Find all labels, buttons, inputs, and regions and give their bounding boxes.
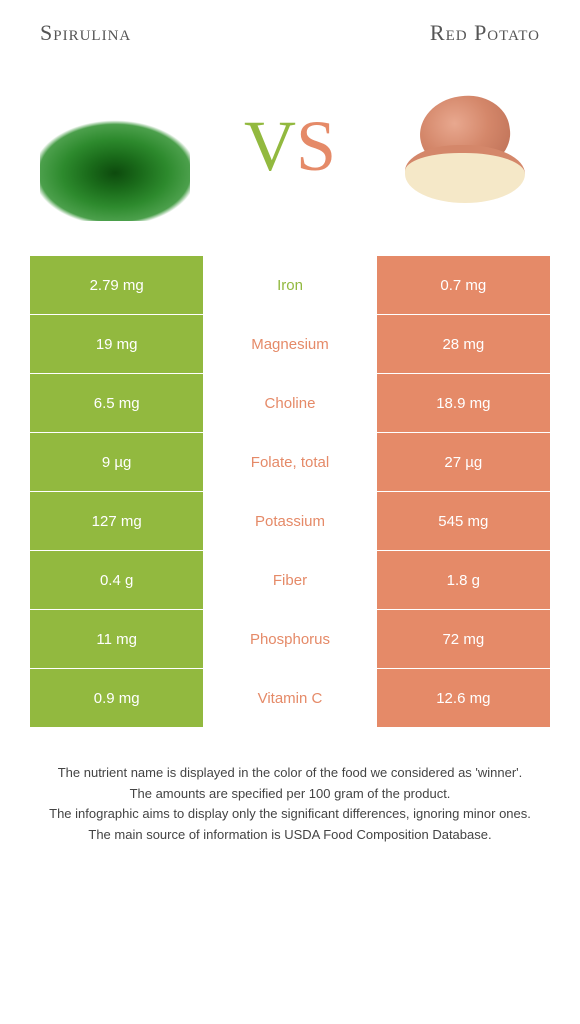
vs-v: V — [244, 106, 296, 186]
cell-nutrient-label: Vitamin C — [203, 669, 376, 727]
cell-nutrient-label: Fiber — [203, 551, 376, 609]
cell-right-value: 28 mg — [377, 315, 550, 373]
footer-line: The nutrient name is displayed in the co… — [40, 763, 540, 783]
cell-left-value: 0.4 g — [30, 551, 203, 609]
cell-nutrient-label: Phosphorus — [203, 610, 376, 668]
spirulina-image — [40, 71, 190, 221]
cell-left-value: 11 mg — [30, 610, 203, 668]
cell-nutrient-label: Iron — [203, 256, 376, 314]
cell-right-value: 545 mg — [377, 492, 550, 550]
table-row: 6.5 mgCholine18.9 mg — [30, 374, 550, 432]
table-row: 127 mgPotassium545 mg — [30, 492, 550, 550]
cell-left-value: 127 mg — [30, 492, 203, 550]
table-row: 11 mgPhosphorus72 mg — [30, 610, 550, 668]
cell-right-value: 72 mg — [377, 610, 550, 668]
title-right: Red Potato — [430, 20, 540, 46]
footer-notes: The nutrient name is displayed in the co… — [20, 728, 560, 844]
cell-right-value: 12.6 mg — [377, 669, 550, 727]
cell-left-value: 0.9 mg — [30, 669, 203, 727]
table-row: 2.79 mgIron0.7 mg — [30, 256, 550, 314]
potato-image — [390, 71, 540, 221]
cell-left-value: 19 mg — [30, 315, 203, 373]
cell-right-value: 27 µg — [377, 433, 550, 491]
footer-line: The infographic aims to display only the… — [40, 804, 540, 824]
cell-nutrient-label: Folate, total — [203, 433, 376, 491]
vs-row: VS — [20, 56, 560, 256]
cell-nutrient-label: Magnesium — [203, 315, 376, 373]
cell-right-value: 1.8 g — [377, 551, 550, 609]
footer-line: The main source of information is USDA F… — [40, 825, 540, 845]
vs-s: S — [296, 106, 336, 186]
title-left: Spirulina — [40, 20, 131, 46]
table-row: 0.9 mgVitamin C12.6 mg — [30, 669, 550, 727]
cell-right-value: 0.7 mg — [377, 256, 550, 314]
cell-right-value: 18.9 mg — [377, 374, 550, 432]
vs-label: VS — [244, 105, 336, 188]
cell-left-value: 2.79 mg — [30, 256, 203, 314]
table-row: 0.4 gFiber1.8 g — [30, 551, 550, 609]
cell-nutrient-label: Choline — [203, 374, 376, 432]
table-row: 9 µgFolate, total27 µg — [30, 433, 550, 491]
cell-nutrient-label: Potassium — [203, 492, 376, 550]
cell-left-value: 6.5 mg — [30, 374, 203, 432]
table-row: 19 mgMagnesium28 mg — [30, 315, 550, 373]
cell-left-value: 9 µg — [30, 433, 203, 491]
footer-line: The amounts are specified per 100 gram o… — [40, 784, 540, 804]
comparison-table: 2.79 mgIron0.7 mg19 mgMagnesium28 mg6.5 … — [30, 256, 550, 727]
header: Spirulina Red Potato — [20, 20, 560, 56]
